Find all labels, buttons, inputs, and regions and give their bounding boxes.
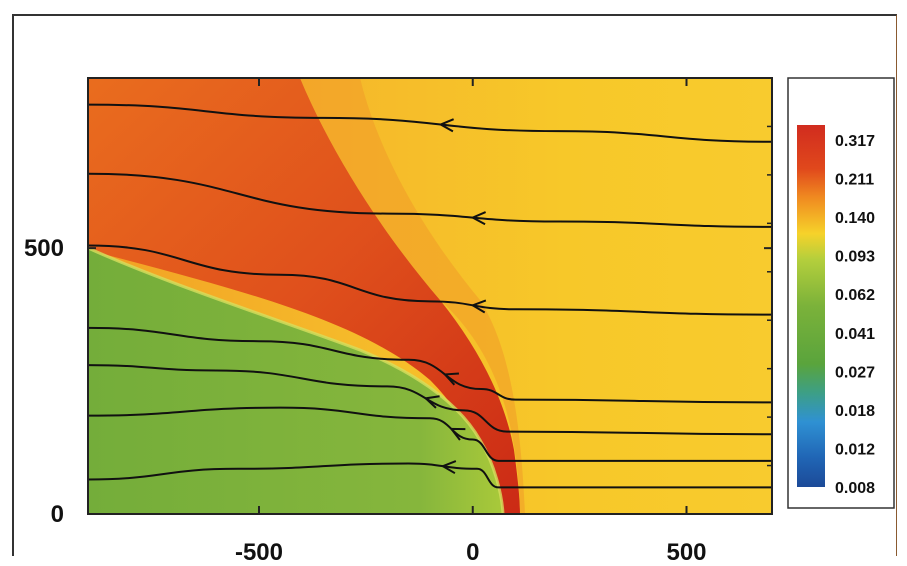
colorbar-label: 0.012 — [835, 441, 875, 458]
streamlines — [88, 103, 772, 489]
y-axis: 0 500 — [24, 125, 772, 528]
streamline-arrow-1 — [438, 118, 455, 133]
streamline-arrow-6 — [449, 427, 466, 441]
colorbar-label: 0.317 — [835, 133, 875, 150]
streamline-arrow-5 — [423, 395, 440, 409]
streamline-3 — [88, 244, 772, 316]
colorbar-label: 0.062 — [835, 287, 875, 304]
colorbar-gradient — [797, 125, 825, 487]
colorbar-label: 0.027 — [835, 364, 875, 381]
streamline-arrow-3 — [470, 299, 487, 314]
colorbar-label: 0.018 — [835, 403, 875, 420]
colorbar-label: 0.140 — [835, 210, 875, 227]
heatmap-field — [88, 78, 772, 514]
x-tick-label: 500 — [666, 539, 706, 566]
x-axis: -500 0 500 — [235, 78, 707, 566]
orange-blend — [300, 78, 525, 514]
colorbar-labels: 0.317 0.211 0.140 0.093 0.062 0.041 0.027 0.018… — [835, 133, 875, 497]
colorbar-label: 0.211 — [835, 172, 874, 189]
colorbar-label: 0.093 — [835, 249, 875, 266]
colorbar-label: 0.008 — [835, 480, 875, 497]
plot-frame — [87, 77, 773, 515]
streamline-2 — [88, 172, 772, 228]
streamline-7 — [88, 462, 772, 489]
streamline-1 — [88, 103, 772, 143]
green-inner-region — [88, 248, 503, 514]
colorbar-label: 0.041 — [835, 326, 875, 343]
red-shock-layer — [88, 78, 520, 514]
streamline-arrow-7 — [440, 460, 457, 475]
streamline-6 — [88, 406, 772, 462]
x-tick-label: 0 — [466, 539, 479, 566]
streamline-arrow-2 — [470, 211, 487, 226]
streamline-4 — [88, 326, 772, 404]
y-tick-label: 0 — [51, 501, 64, 528]
y-tick-label: 500 — [24, 235, 64, 262]
x-tick-label: -500 — [235, 539, 283, 566]
streamline-arrow-4 — [442, 372, 459, 386]
figure-frame — [12, 14, 897, 556]
green-edge-highlight — [88, 246, 505, 514]
